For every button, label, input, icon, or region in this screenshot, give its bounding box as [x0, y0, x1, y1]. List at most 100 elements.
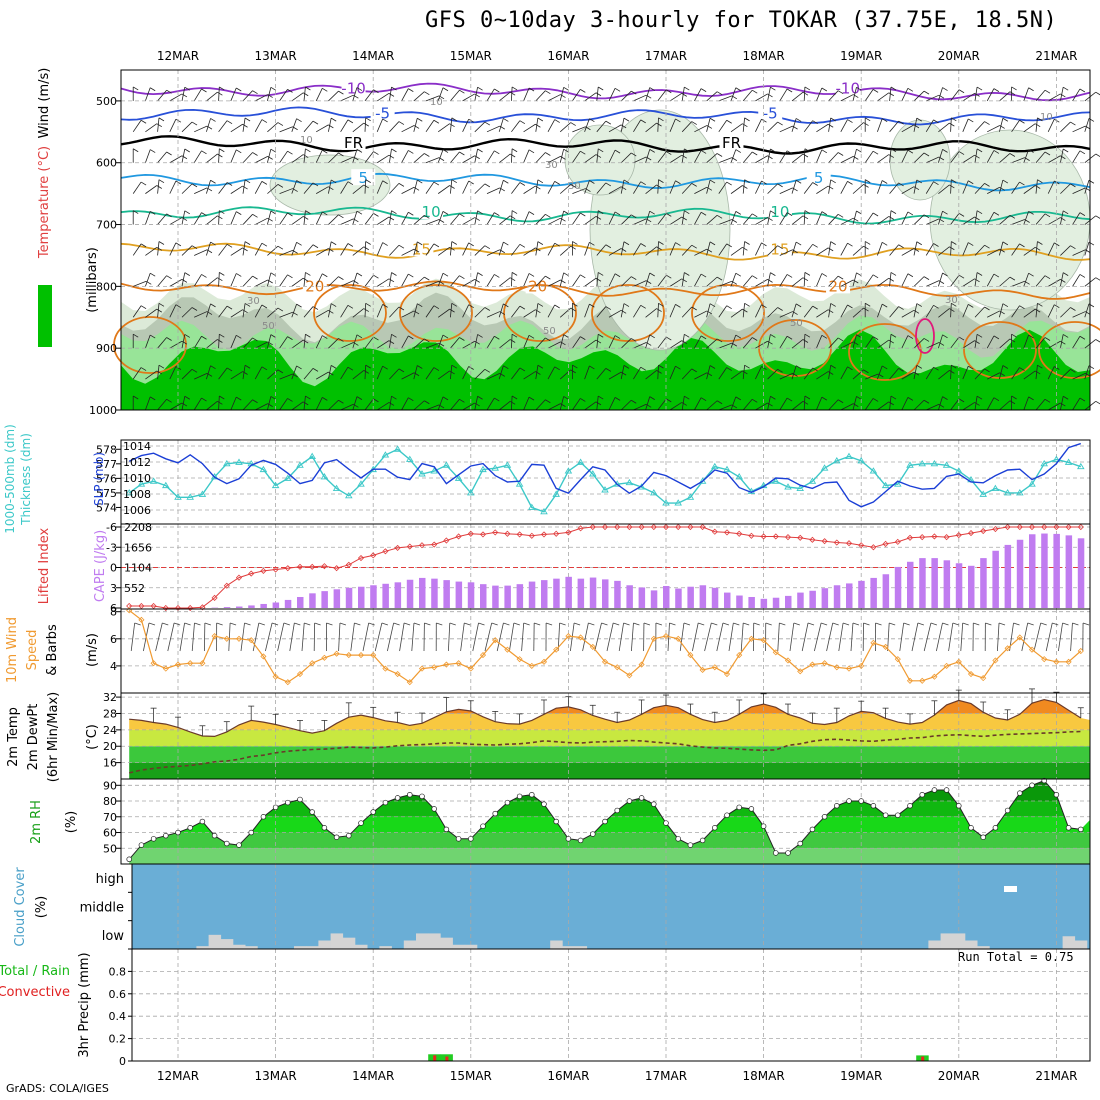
- wind-barb: [633, 94, 647, 102]
- wind-barb: [840, 366, 848, 380]
- cape-bar: [333, 589, 341, 608]
- wind-barb-flag: [631, 152, 637, 157]
- lifted-index-point: [431, 541, 438, 548]
- lifted-index-point: [565, 529, 572, 536]
- wind-barb-flag: [856, 210, 862, 215]
- lifted-index-point: [467, 530, 474, 537]
- wind-barb: [486, 187, 500, 195]
- wind-barb: [1023, 87, 1029, 102]
- wind-barb: [376, 154, 390, 164]
- wind-barb: [633, 280, 647, 287]
- wind-barb-flag: [666, 336, 672, 341]
- wind-barb: [938, 184, 950, 194]
- rh-point: [455, 836, 462, 842]
- wind-barb-flag: [570, 245, 576, 250]
- wind-barb: [877, 303, 883, 318]
- lifted-index-point: [370, 552, 377, 559]
- wind-barb-flag: [767, 340, 773, 345]
- wind-barb-flag: [1028, 211, 1034, 215]
- slp-tick-label: 1008: [123, 488, 151, 501]
- wind-barb-flag: [365, 302, 371, 307]
- wind-barb-flag: [580, 274, 586, 279]
- thickness-point: [820, 464, 829, 471]
- wind-barb-flag: [503, 118, 509, 122]
- wind-barb: [974, 272, 978, 287]
- wind-barb: [889, 182, 899, 194]
- wind-barb: [1035, 117, 1038, 132]
- wind-barb-flag: [236, 87, 242, 92]
- wind-barb: [1072, 88, 1081, 102]
- wind-barb: [816, 87, 823, 102]
- wind-barb-flag: [735, 87, 742, 92]
- thickness-point: [162, 481, 170, 489]
- cloud-low-bar: [940, 933, 954, 949]
- wind-barb-flag: [863, 307, 869, 312]
- wind-barb-flag: [166, 89, 172, 94]
- wind-axis-title-1: 10m Wind: [5, 617, 20, 683]
- wind-barb: [596, 334, 599, 349]
- wind-barb-flag: [1095, 277, 1100, 281]
- wind-barb-flag: [1037, 302, 1043, 307]
- cape-bar: [821, 588, 829, 608]
- slp-tick-label: 1006: [123, 504, 151, 517]
- wind-barb-flag: [252, 337, 258, 342]
- wind-barb: [498, 91, 511, 102]
- wind-barb-flag: [236, 149, 242, 154]
- wind-barb: [376, 118, 384, 132]
- wind-barb-flag: [433, 181, 440, 186]
- wind-barb-flag: [149, 272, 156, 277]
- wind-barb-flag: [949, 122, 955, 127]
- wind-barb: [901, 186, 915, 194]
- wind-barb: [669, 154, 682, 164]
- wind-barb: [999, 118, 1004, 132]
- wind-barb: [1072, 336, 1081, 349]
- wind-barb-flag: [614, 273, 621, 278]
- wind-barb: [645, 184, 657, 194]
- wind-barb: [767, 121, 778, 133]
- wind-barb: [877, 401, 890, 411]
- thickness-point: [845, 452, 853, 459]
- wind-barb-10m: [362, 622, 370, 652]
- wind-barb-flag: [595, 92, 602, 97]
- contour-label-bg: [409, 240, 434, 257]
- temp-cell-25: [915, 318, 935, 354]
- temp-cell-20: [313, 284, 387, 342]
- precip-legend-total: Total / Rain: [0, 964, 70, 979]
- wind-barb-flag: [890, 272, 897, 276]
- wind-speed-point: [431, 664, 438, 671]
- wind-barb: [730, 370, 743, 380]
- thickness-point: [711, 462, 719, 470]
- wind-speed-point: [906, 677, 914, 684]
- rh-point: [931, 787, 938, 793]
- rh-point: [907, 803, 913, 809]
- wind-speed-point: [211, 633, 218, 640]
- wind-barb: [389, 210, 392, 225]
- cape-bar: [894, 566, 902, 608]
- wind-barb: [620, 365, 625, 380]
- wind-barb: [901, 397, 909, 411]
- wind-barb-flag: [984, 368, 990, 373]
- wind-barb: [620, 338, 632, 349]
- y-tick-label: 700: [96, 219, 117, 232]
- y-tick-label: 800: [96, 280, 117, 293]
- wind-barb-flag: [433, 119, 440, 124]
- wind-barb: [523, 371, 536, 380]
- wind-barb-flag: [597, 395, 604, 400]
- wind-barb-flag: [589, 303, 595, 308]
- wind-barb-flag: [812, 182, 818, 186]
- wind-barb-flag: [872, 212, 879, 217]
- lifted-index-point: [919, 534, 926, 541]
- wind-barb: [535, 241, 539, 256]
- y-tick-label: 900: [96, 342, 117, 355]
- wind-barb-flag: [382, 304, 388, 308]
- wind-barb: [462, 242, 470, 256]
- wind-barb: [962, 154, 975, 164]
- wind-barb-flag: [519, 367, 526, 372]
- cloud-low-bar: [355, 944, 368, 949]
- rh-patch: [564, 124, 636, 196]
- wind-barb-flag: [974, 402, 980, 406]
- wind-barb: [498, 215, 511, 225]
- wind-barb-flag: [1060, 217, 1066, 221]
- wind-barb: [633, 156, 647, 164]
- wind-barb-flag: [666, 274, 672, 279]
